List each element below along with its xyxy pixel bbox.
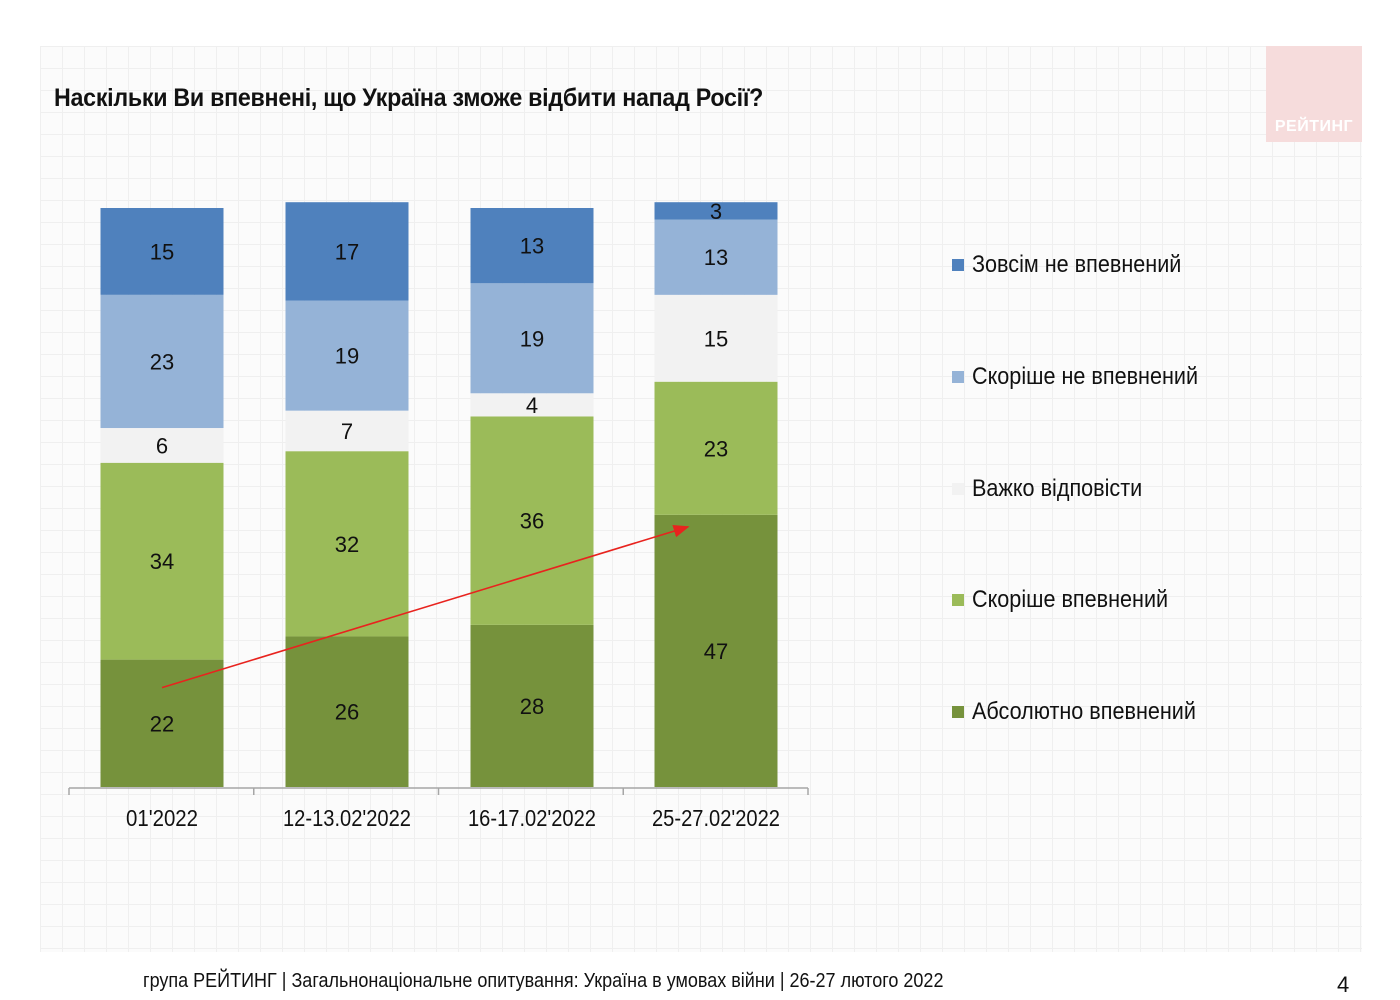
data-label: 19 xyxy=(520,326,544,351)
legend-label: Абсолютно впевнений xyxy=(972,698,1196,725)
bar-segment xyxy=(285,202,409,301)
bar-segment xyxy=(100,428,224,463)
legend-item: Важко відповісти xyxy=(952,474,1161,504)
x-tick-label: 12-13.02'2022 xyxy=(283,805,411,831)
legend-swatch xyxy=(952,371,964,383)
trend-arrow xyxy=(161,524,690,689)
bar-segment xyxy=(470,283,594,394)
data-label: 32 xyxy=(335,532,359,557)
data-label: 3 xyxy=(710,199,722,224)
data-label: 17 xyxy=(335,239,359,264)
data-label: 22 xyxy=(150,711,174,736)
data-label: 15 xyxy=(150,239,174,264)
legend-swatch xyxy=(952,259,964,271)
legend-item: Скоріше впевнений xyxy=(952,585,1190,615)
bar-segment xyxy=(285,410,409,452)
bar-segment xyxy=(470,393,594,417)
bar-segment xyxy=(654,219,778,295)
page-number: 4 xyxy=(1337,972,1350,997)
data-label: 19 xyxy=(335,344,359,369)
data-label: 34 xyxy=(150,549,174,574)
legend-swatch xyxy=(952,594,964,606)
legend-label: Важко відповісти xyxy=(972,475,1143,502)
data-label: 36 xyxy=(520,509,544,534)
legend-item: Абсолютно впевнений xyxy=(952,697,1221,727)
legend-label: Зовсім не впевнений xyxy=(972,251,1182,278)
bar-segment xyxy=(470,416,594,625)
legend-label: Скоріше впевнений xyxy=(972,586,1169,613)
legend-label: Скоріше не впевнений xyxy=(972,363,1199,390)
bar-segment xyxy=(654,514,778,787)
data-label: 23 xyxy=(150,349,174,374)
data-label: 15 xyxy=(704,326,728,351)
bar-segment xyxy=(470,624,594,787)
data-label: 26 xyxy=(335,700,359,725)
chart-title: Наскільки Ви впевнені, що Україна зможе … xyxy=(54,84,764,112)
rating-logo: РЕЙТИНГ xyxy=(1266,46,1362,142)
bar-segment xyxy=(470,208,594,284)
data-label: 4 xyxy=(526,393,538,418)
legend-swatch xyxy=(952,706,964,718)
bar-segment xyxy=(285,300,409,411)
bar-segment xyxy=(100,462,224,660)
data-label: 23 xyxy=(704,436,728,461)
bar-segment xyxy=(100,294,224,429)
footer-source: група РЕЙТИНГ | Загальнонаціональне опит… xyxy=(143,970,944,992)
legend-swatch xyxy=(952,483,964,495)
bar-segment xyxy=(654,294,778,382)
x-tick-label: 01'2022 xyxy=(126,805,198,831)
data-label: 13 xyxy=(520,234,544,259)
bar-segment xyxy=(100,208,224,295)
data-label: 6 xyxy=(156,433,168,458)
bar-segment xyxy=(654,381,778,515)
bar-segment xyxy=(100,659,224,787)
data-label: 13 xyxy=(704,245,728,270)
data-label: 28 xyxy=(520,694,544,719)
logo-text: РЕЙТИНГ xyxy=(1274,118,1354,135)
x-tick-label: 25-27.02'2022 xyxy=(652,805,780,831)
data-label: 47 xyxy=(704,639,728,664)
bar-segment xyxy=(285,451,409,637)
legend-item: Зовсім не впевнений xyxy=(952,250,1205,280)
x-tick-label: 16-17.02'2022 xyxy=(468,805,596,831)
bar-segment xyxy=(654,202,778,220)
bar-segment xyxy=(285,636,409,787)
legend-item: Скоріше не впевнений xyxy=(952,362,1223,392)
data-label: 7 xyxy=(341,419,353,444)
